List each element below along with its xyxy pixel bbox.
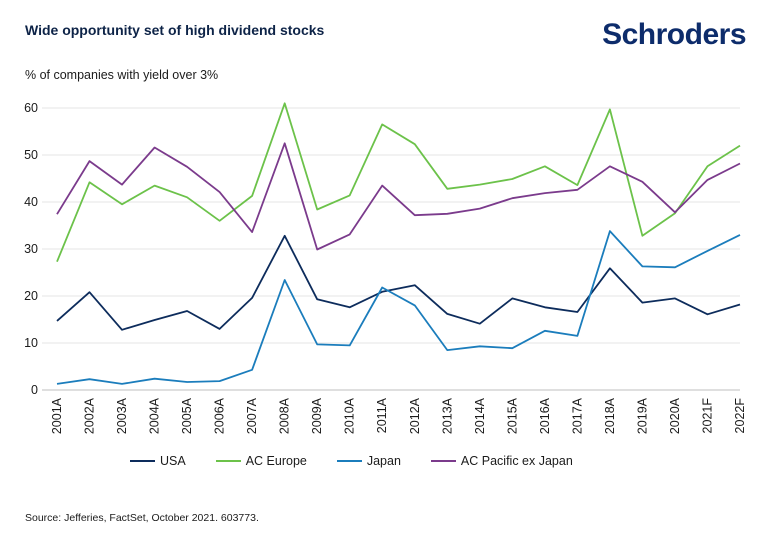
- series-line-ac-europe: [56, 102, 741, 263]
- legend-swatch: [130, 460, 155, 462]
- legend-label: Japan: [366, 454, 401, 468]
- x-tick-label: 2008A: [278, 397, 292, 434]
- y-tick-label: 0: [31, 383, 38, 397]
- y-tick-label: 20: [24, 289, 38, 303]
- x-tick-label: 2020A: [668, 397, 682, 434]
- x-tick-label: 2009A: [310, 397, 324, 434]
- x-tick-label: 2012A: [408, 397, 422, 434]
- y-tick-label: 40: [24, 195, 38, 209]
- x-tick-label: 2018A: [603, 397, 617, 434]
- x-tick-label: 2011A: [375, 397, 389, 433]
- gridlines: [42, 107, 740, 391]
- legend-label: AC Europe: [245, 454, 307, 468]
- legend-item: AC Pacific ex Japan: [430, 454, 573, 468]
- y-tick-label: 60: [24, 101, 38, 115]
- legend-item: AC Europe: [215, 454, 307, 468]
- x-tick-labels: 2001A 2002A 2003A 2004A 2005A 2006A 2007A 2008A…: [50, 397, 747, 434]
- y-tick-labels: 0 10 20 30 40 50 60: [24, 101, 38, 397]
- x-tick-label: 2002A: [83, 397, 97, 434]
- x-tick-label: 2014A: [473, 397, 487, 434]
- y-axis-label: % of companies with yield over 3%: [25, 68, 219, 82]
- legend-swatch: [215, 460, 241, 462]
- legend-item: USA: [130, 454, 186, 468]
- source-note: Source: Jefferies, FactSet, October 2021…: [25, 512, 259, 524]
- x-tick-label: 2005A: [180, 397, 194, 434]
- legend-swatch: [430, 460, 456, 462]
- x-tick-label: 2013A: [440, 397, 454, 434]
- y-tick-label: 10: [24, 336, 38, 350]
- x-tick-label: 2015A: [505, 397, 519, 434]
- x-tick-label: 2003A: [115, 397, 129, 434]
- chart-title: Wide opportunity set of high dividend st…: [25, 22, 325, 38]
- series-line-usa: [56, 234, 741, 331]
- legend-label: USA: [160, 454, 186, 468]
- x-tick-label: 2001A: [50, 397, 64, 434]
- x-tick-label: 2021F: [700, 398, 714, 434]
- series-lines: [56, 102, 741, 385]
- y-tick-label: 30: [24, 242, 38, 256]
- x-tick-label: 2004A: [148, 397, 162, 434]
- x-tick-label: 2006A: [213, 397, 227, 434]
- x-tick-label: 2010A: [343, 397, 357, 434]
- x-tick-label: 2019A: [635, 397, 649, 434]
- legend: USA AC Europe Japan AC Pacific ex Japan: [130, 454, 603, 468]
- x-tick-label: 2017A: [570, 397, 584, 434]
- series-line-ac-pacific-ex-japan: [56, 142, 741, 251]
- x-tick-label: 2016A: [538, 397, 552, 434]
- y-tick-label: 50: [24, 148, 38, 162]
- legend-label: AC Pacific ex Japan: [460, 454, 573, 468]
- schroders-logo: Schroders: [602, 18, 746, 51]
- legend-item: Japan: [336, 454, 401, 468]
- series-line-japan: [56, 230, 741, 385]
- x-tick-label: 2022F: [733, 398, 747, 434]
- legend-swatch: [336, 460, 362, 462]
- x-tick-label: 2007A: [245, 397, 259, 434]
